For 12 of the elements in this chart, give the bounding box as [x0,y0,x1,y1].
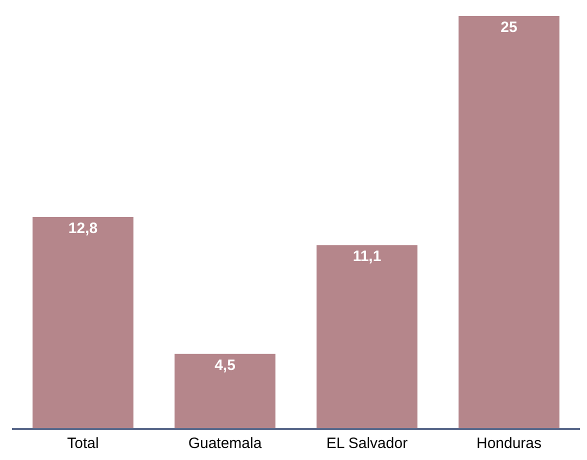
data-label: 12,8 [68,220,98,238]
bar [458,16,560,428]
bar [316,245,418,428]
bar [32,217,134,428]
x-tick-label: Guatemala [188,434,262,452]
x-tick-label: EL Salvador [326,434,408,452]
x-tick-label: Honduras [476,434,542,452]
data-label: 11,1 [352,248,382,266]
data-label: 25 [500,19,518,36]
x-tick-label: Total [67,434,99,452]
bar [174,354,276,428]
data-label: 4,5 [214,356,236,374]
